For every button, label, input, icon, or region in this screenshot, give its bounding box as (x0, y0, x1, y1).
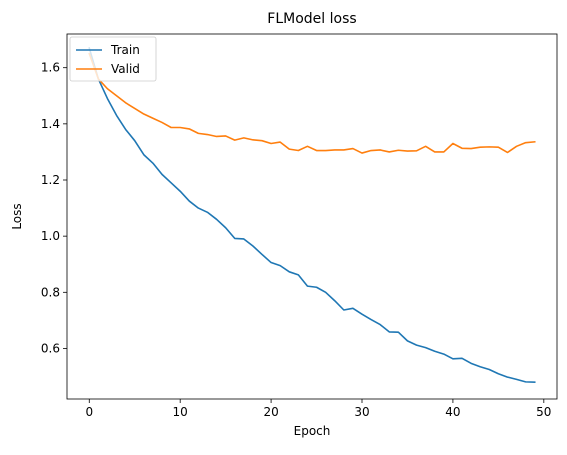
series-line-valid (88, 52, 536, 154)
y-tick-label: 1.0 (41, 229, 60, 243)
x-tick-label: 40 (445, 405, 460, 419)
x-tick-label: 50 (536, 405, 551, 419)
y-tick-label: 1.4 (41, 117, 60, 131)
chart-title: FLModel loss (267, 11, 356, 27)
y-tick-label: 0.8 (41, 285, 60, 299)
x-axis-label: Epoch (294, 424, 331, 438)
y-tick-label: 1.2 (41, 173, 60, 187)
legend-box (69, 36, 157, 82)
y-tick-label: 0.6 (41, 341, 60, 355)
x-tick-label: 0 (85, 405, 93, 419)
x-tick-label: 20 (263, 405, 278, 419)
y-tick-label: 1.6 (41, 61, 60, 75)
plot-frame (66, 33, 558, 400)
legend: Train Valid (69, 36, 157, 82)
y-axis-label: Loss (10, 203, 24, 229)
y-axis-ticks: 0.6 0.8 1.0 1.2 1.4 1.6 (41, 61, 67, 355)
series-lines (88, 47, 536, 383)
x-axis-ticks: 0 10 20 30 40 50 (85, 399, 551, 419)
legend-label-train: Train (110, 43, 140, 57)
series-line-train (88, 47, 536, 383)
x-tick-label: 10 (173, 405, 188, 419)
plot-area: 0 10 20 30 40 50 0.6 0.8 1.0 1.2 1.4 1.6 (41, 33, 558, 419)
legend-label-valid: Valid (111, 62, 140, 76)
x-tick-label: 30 (354, 405, 369, 419)
